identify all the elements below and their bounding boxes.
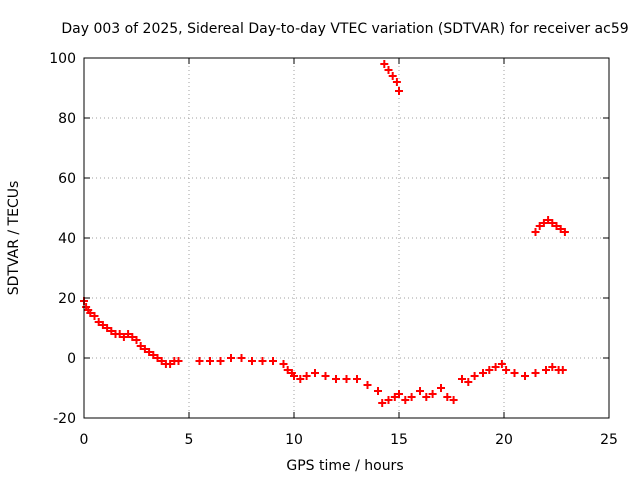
data-point — [216, 357, 225, 365]
x-tick-label: 5 — [185, 432, 194, 448]
y-tick-label: 40 — [58, 231, 76, 247]
data-point — [548, 219, 557, 227]
data-point — [395, 87, 403, 95]
data-point — [269, 357, 277, 365]
data-point — [258, 357, 267, 365]
y-axis-ticks: -20 0 20 40 60 80 100 — [49, 51, 609, 427]
data-point — [94, 318, 103, 326]
y-tick-label: 100 — [49, 51, 76, 67]
y-tick-label: 60 — [58, 171, 76, 187]
x-tick-label: 25 — [600, 432, 618, 448]
data-point — [539, 219, 548, 227]
data-point — [502, 366, 511, 374]
data-point — [321, 372, 330, 380]
data-point — [124, 330, 133, 338]
data-point — [90, 312, 99, 320]
data-point — [560, 228, 569, 236]
data-point — [395, 390, 403, 398]
data-point — [531, 369, 540, 377]
data-point — [422, 393, 431, 401]
data-point — [237, 354, 246, 362]
data-points — [80, 60, 569, 407]
x-tick-label: 15 — [390, 432, 408, 448]
data-point — [470, 372, 479, 380]
data-point — [548, 363, 557, 371]
data-point — [458, 375, 466, 383]
data-point — [407, 393, 416, 401]
data-point — [248, 357, 256, 365]
data-point — [384, 396, 393, 404]
data-point — [145, 348, 154, 356]
data-point — [535, 222, 544, 230]
data-point — [149, 351, 158, 359]
data-point — [98, 321, 107, 329]
data-point — [479, 369, 487, 377]
data-point — [227, 354, 235, 362]
x-tick-label: 0 — [80, 432, 89, 448]
data-point — [558, 366, 567, 374]
data-point — [140, 345, 149, 353]
data-point — [485, 366, 494, 374]
data-point — [107, 327, 116, 335]
data-point — [332, 375, 340, 383]
y-tick-label: -20 — [53, 411, 76, 427]
data-point — [437, 384, 445, 392]
data-point — [103, 324, 112, 332]
x-tick-label: 10 — [285, 432, 303, 448]
data-point — [206, 357, 214, 365]
data-point — [497, 360, 506, 368]
data-point — [401, 396, 410, 404]
data-point — [86, 309, 95, 317]
data-point — [296, 375, 305, 383]
data-point — [521, 372, 529, 380]
data-point — [544, 216, 553, 224]
data-point — [384, 66, 393, 74]
data-point — [302, 372, 311, 380]
data-point — [153, 354, 162, 362]
x-tick-label: 20 — [495, 432, 513, 448]
chart-title: Day 003 of 2025, Sidereal Day-to-day VTE… — [61, 21, 628, 37]
data-point — [128, 333, 137, 341]
y-tick-label: 20 — [58, 291, 76, 307]
x-axis-label: GPS time / hours — [286, 458, 403, 474]
data-point — [195, 357, 204, 365]
data-point — [290, 372, 298, 380]
y-axis-label: SDTVAR / TECUs — [6, 181, 22, 296]
data-point — [388, 72, 397, 80]
data-point — [449, 396, 458, 404]
data-point — [342, 375, 351, 383]
data-point — [279, 360, 288, 368]
data-point — [119, 333, 128, 341]
data-point — [531, 228, 540, 236]
y-tick-label: 0 — [67, 351, 76, 367]
data-point — [311, 369, 319, 377]
data-point — [115, 330, 124, 338]
data-point — [132, 336, 141, 344]
data-point — [443, 393, 452, 401]
y-tick-label: 80 — [58, 111, 76, 127]
data-point — [428, 390, 437, 398]
data-point — [552, 222, 561, 230]
data-point — [392, 78, 401, 86]
x-axis-ticks: 0 5 10 15 20 25 — [80, 58, 618, 448]
data-point — [363, 381, 372, 389]
data-point — [378, 399, 387, 407]
data-point — [464, 378, 473, 386]
data-point — [390, 393, 399, 401]
data-point — [416, 387, 424, 395]
grid-lines — [84, 58, 609, 418]
data-point — [491, 363, 500, 371]
data-point — [510, 369, 519, 377]
data-point — [136, 342, 145, 350]
data-point — [353, 375, 361, 383]
data-point — [157, 357, 166, 365]
data-point — [283, 366, 292, 374]
data-point — [556, 225, 565, 233]
data-point — [542, 366, 550, 374]
data-point — [174, 357, 183, 365]
data-point — [166, 360, 175, 368]
data-point — [374, 387, 382, 395]
data-point — [380, 60, 389, 68]
